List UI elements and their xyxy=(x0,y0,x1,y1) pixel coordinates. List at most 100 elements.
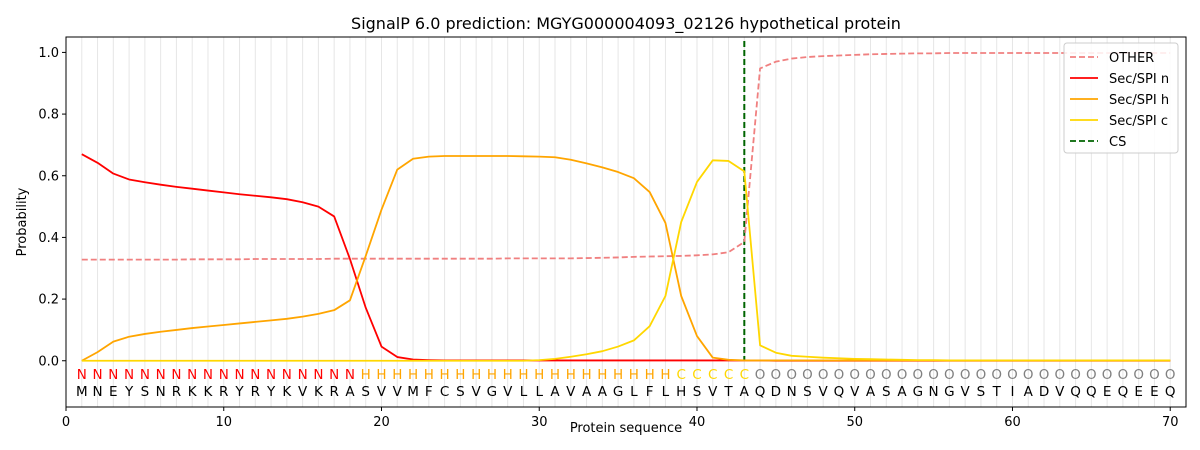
region-label: N xyxy=(92,367,102,383)
legend-entry-label: Sec/SPI c xyxy=(1109,114,1168,129)
residue-label: V xyxy=(1055,384,1065,400)
region-label: H xyxy=(361,367,371,383)
residue-label: V xyxy=(472,384,482,400)
region-label: H xyxy=(613,367,623,383)
residue-label: L xyxy=(630,384,638,400)
region-label: H xyxy=(645,367,655,383)
residue-label: A xyxy=(582,384,592,400)
legend-entry-label: Sec/SPI n xyxy=(1109,72,1169,87)
residue-label: Q xyxy=(1165,384,1176,400)
plot-frame xyxy=(65,36,1187,408)
region-label: C xyxy=(740,367,749,383)
residue-label: S xyxy=(361,384,370,400)
region-label: N xyxy=(219,367,229,383)
residue-label: A xyxy=(897,384,907,400)
residue-label: Q xyxy=(1086,384,1097,400)
residue-label: F xyxy=(646,384,654,400)
y-tick-label: 0.0 xyxy=(38,354,59,369)
x-tick-label: 50 xyxy=(846,415,863,430)
region-label: O xyxy=(1039,367,1050,383)
region-label: O xyxy=(818,367,829,383)
residue-label: S xyxy=(803,384,812,400)
region-label: H xyxy=(487,367,497,383)
region-label: N xyxy=(171,367,181,383)
residue-label: S xyxy=(693,384,702,400)
region-label: H xyxy=(660,367,670,383)
region-label: O xyxy=(1023,367,1034,383)
x-tick-label: 10 xyxy=(215,415,232,430)
x-tick-label: 40 xyxy=(689,415,706,430)
region-label: C xyxy=(724,367,733,383)
axis-layer: 0 10 20 30 40 50 60 70 0.0 0.2 0.4 0.6 0.8 1.0 xyxy=(38,46,1178,430)
series-layer xyxy=(81,52,1171,362)
residue-label: K xyxy=(282,384,292,400)
region-label: O xyxy=(786,367,797,383)
region-label: H xyxy=(392,367,402,383)
x-tick-label: 70 xyxy=(1162,415,1179,430)
residue-label: A xyxy=(740,384,750,400)
residue-label: V xyxy=(850,384,860,400)
residue-label: A xyxy=(598,384,608,400)
residue-label: Y xyxy=(124,384,134,400)
residue-label: R xyxy=(329,384,338,400)
x-axis-label: Protein sequence xyxy=(570,421,682,436)
residue-label: S xyxy=(882,384,891,400)
region-label: H xyxy=(629,367,639,383)
region-label: N xyxy=(345,367,355,383)
residue-label: A xyxy=(345,384,355,400)
legend-entry-label: CS xyxy=(1109,135,1126,150)
residue-label: N xyxy=(92,384,102,400)
residue-label: L xyxy=(535,384,543,400)
residue-label: M xyxy=(407,384,419,400)
region-label: O xyxy=(755,367,766,383)
series-line-sec-spi-c xyxy=(81,159,1171,362)
residue-label: M xyxy=(76,384,88,400)
y-tick-label: 0.4 xyxy=(38,231,59,246)
region-label: N xyxy=(108,367,118,383)
y-tick-label: 0.2 xyxy=(38,293,59,308)
residue-label: G xyxy=(944,384,954,400)
y-tick-label: 0.8 xyxy=(38,108,59,123)
residue-label: L xyxy=(520,384,528,400)
residue-label: K xyxy=(188,384,198,400)
region-label: H xyxy=(518,367,528,383)
residue-label: V xyxy=(819,384,829,400)
region-label: O xyxy=(802,367,813,383)
residue-label: V xyxy=(393,384,403,400)
residue-label: E xyxy=(1150,384,1159,400)
region-label: O xyxy=(881,367,892,383)
region-label: H xyxy=(597,367,607,383)
region-label: N xyxy=(282,367,292,383)
residue-label: S xyxy=(456,384,465,400)
x-tick-label: 20 xyxy=(373,415,390,430)
residue-label: N xyxy=(929,384,939,400)
x-tick-label: 0 xyxy=(62,415,70,430)
region-label: N xyxy=(329,367,339,383)
residue-label: V xyxy=(503,384,513,400)
region-label: N xyxy=(203,367,213,383)
residue-label: S xyxy=(977,384,986,400)
region-label: H xyxy=(534,367,544,383)
region-label: O xyxy=(913,367,924,383)
residue-label: R xyxy=(172,384,181,400)
residue-label: G xyxy=(913,384,923,400)
region-label: N xyxy=(234,367,244,383)
residue-label: K xyxy=(314,384,324,400)
residue-label: V xyxy=(961,384,971,400)
residue-label: Q xyxy=(1070,384,1081,400)
residue-label: V xyxy=(566,384,576,400)
region-label: H xyxy=(471,367,481,383)
region-label: O xyxy=(1102,367,1113,383)
residue-label: N xyxy=(787,384,797,400)
residue-label: K xyxy=(204,384,214,400)
residue-label: V xyxy=(377,384,387,400)
sequence-labels: NMNNNENYNSNNNRNKNKNRNYNRNYNKNVNKNRNAHSHV… xyxy=(76,367,1176,400)
region-label: N xyxy=(313,367,323,383)
region-label: O xyxy=(1007,367,1018,383)
residue-label: G xyxy=(487,384,497,400)
region-label: O xyxy=(944,367,955,383)
region-label: O xyxy=(849,367,860,383)
y-tick-label: 0.6 xyxy=(38,169,59,184)
residue-label: E xyxy=(1134,384,1143,400)
